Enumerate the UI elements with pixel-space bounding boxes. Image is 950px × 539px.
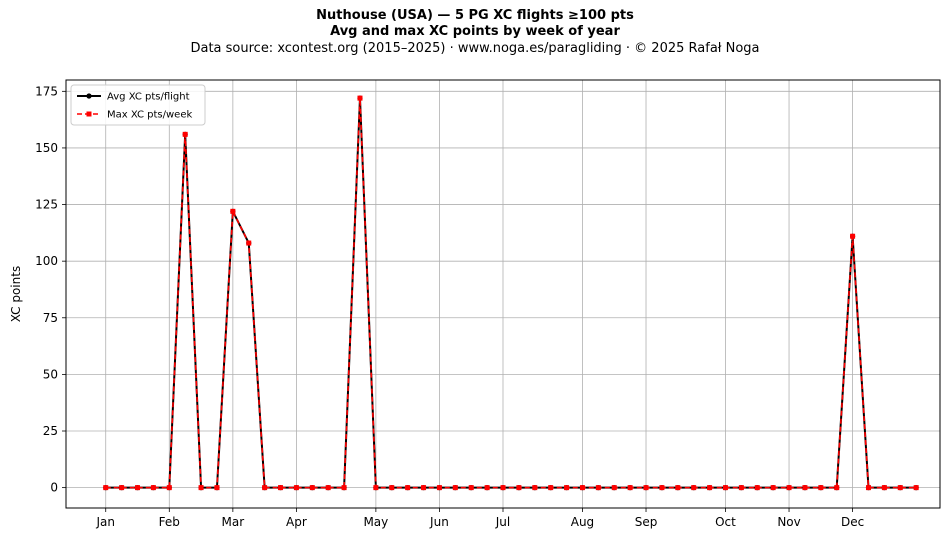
data-point	[421, 485, 427, 491]
x-tick-label: Aug	[571, 515, 594, 529]
y-tick-label: 175	[35, 84, 58, 98]
x-tick-label: Jul	[495, 515, 510, 529]
chart-source: Data source: xcontest.org (2015–2025) · …	[190, 41, 760, 56]
data-point	[579, 485, 585, 491]
legend: Avg XC pts/flight Max XC pts/week	[70, 84, 206, 126]
data-point	[611, 485, 617, 491]
data-point	[881, 485, 887, 491]
legend-marker	[86, 111, 92, 117]
y-tick-label: 100	[35, 254, 58, 268]
data-point	[897, 485, 903, 491]
x-tick-label: Jan	[95, 515, 115, 529]
data-point	[484, 485, 490, 491]
legend-box	[70, 84, 206, 126]
data-point	[246, 240, 252, 246]
data-point	[119, 485, 125, 491]
data-point	[198, 485, 204, 491]
data-point	[293, 485, 299, 491]
data-point	[436, 485, 442, 491]
x-tick-label: Jun	[429, 515, 449, 529]
data-point	[865, 485, 871, 491]
x-tick-label: May	[363, 515, 388, 529]
data-point	[722, 485, 728, 491]
data-point	[373, 485, 379, 491]
data-point	[309, 485, 315, 491]
data-point	[707, 485, 713, 491]
legend-entry-label: Max XC pts/week	[107, 110, 192, 121]
data-point	[564, 485, 570, 491]
data-point	[802, 485, 808, 491]
data-point	[754, 485, 760, 491]
chart-title: Nuthouse (USA) — 5 PG XC flights ≥100 pt…	[316, 8, 634, 23]
data-point	[595, 485, 601, 491]
data-point	[135, 485, 141, 491]
data-point	[230, 208, 236, 214]
chart-title-block: Nuthouse (USA) — 5 PG XC flights ≥100 pt…	[0, 8, 950, 58]
data-point	[103, 485, 109, 491]
data-point	[548, 485, 554, 491]
data-point	[516, 485, 522, 491]
x-tick-label: Oct	[715, 515, 736, 529]
data-point	[786, 485, 792, 491]
series-layer	[103, 95, 919, 491]
data-point	[818, 485, 824, 491]
y-tick-label: 150	[35, 141, 58, 155]
grid-lines	[66, 80, 940, 508]
data-point	[468, 485, 474, 491]
data-point	[834, 485, 840, 491]
data-point	[325, 485, 331, 491]
data-point	[643, 485, 649, 491]
data-point	[341, 485, 347, 491]
legend-marker	[86, 93, 92, 99]
x-tick-label: Apr	[286, 515, 307, 529]
data-point	[405, 485, 411, 491]
data-point	[452, 485, 458, 491]
y-tick-label: 25	[43, 424, 58, 438]
x-tick-label: Nov	[777, 515, 800, 529]
data-point	[675, 485, 681, 491]
y-tick-label: 50	[43, 367, 58, 381]
chart-subtitle: Avg and max XC points by week of year	[330, 24, 620, 39]
data-point	[913, 485, 919, 491]
series-line	[105, 97, 917, 489]
data-point	[691, 485, 697, 491]
x-tick-label: Sep	[635, 515, 658, 529]
data-point	[532, 485, 538, 491]
y-tick-label: 75	[43, 311, 58, 325]
x-tick-label: Mar	[222, 515, 245, 529]
axis-ticks: Jan Feb Mar Apr May Jun Jul Aug Sep Oct Nov Dec 0 25 5…	[35, 84, 864, 529]
y-tick-label: 0	[50, 481, 58, 495]
data-point	[278, 485, 284, 491]
data-point	[262, 485, 268, 491]
data-point	[182, 131, 188, 137]
y-axis-label: XC points	[9, 266, 23, 322]
x-tick-label: Dec	[841, 515, 864, 529]
data-point	[770, 485, 776, 491]
data-point	[850, 233, 856, 239]
data-point	[738, 485, 744, 491]
y-tick-label: 125	[35, 198, 58, 212]
data-point	[357, 95, 363, 101]
data-point	[389, 485, 395, 491]
data-point	[500, 485, 506, 491]
data-point	[214, 485, 220, 491]
data-point	[627, 485, 633, 491]
x-tick-label: Feb	[159, 515, 180, 529]
data-point	[166, 485, 172, 491]
series-line	[105, 97, 917, 489]
legend-entry-label: Avg XC pts/flight	[107, 92, 190, 103]
data-point	[659, 485, 665, 491]
data-point	[150, 485, 156, 491]
